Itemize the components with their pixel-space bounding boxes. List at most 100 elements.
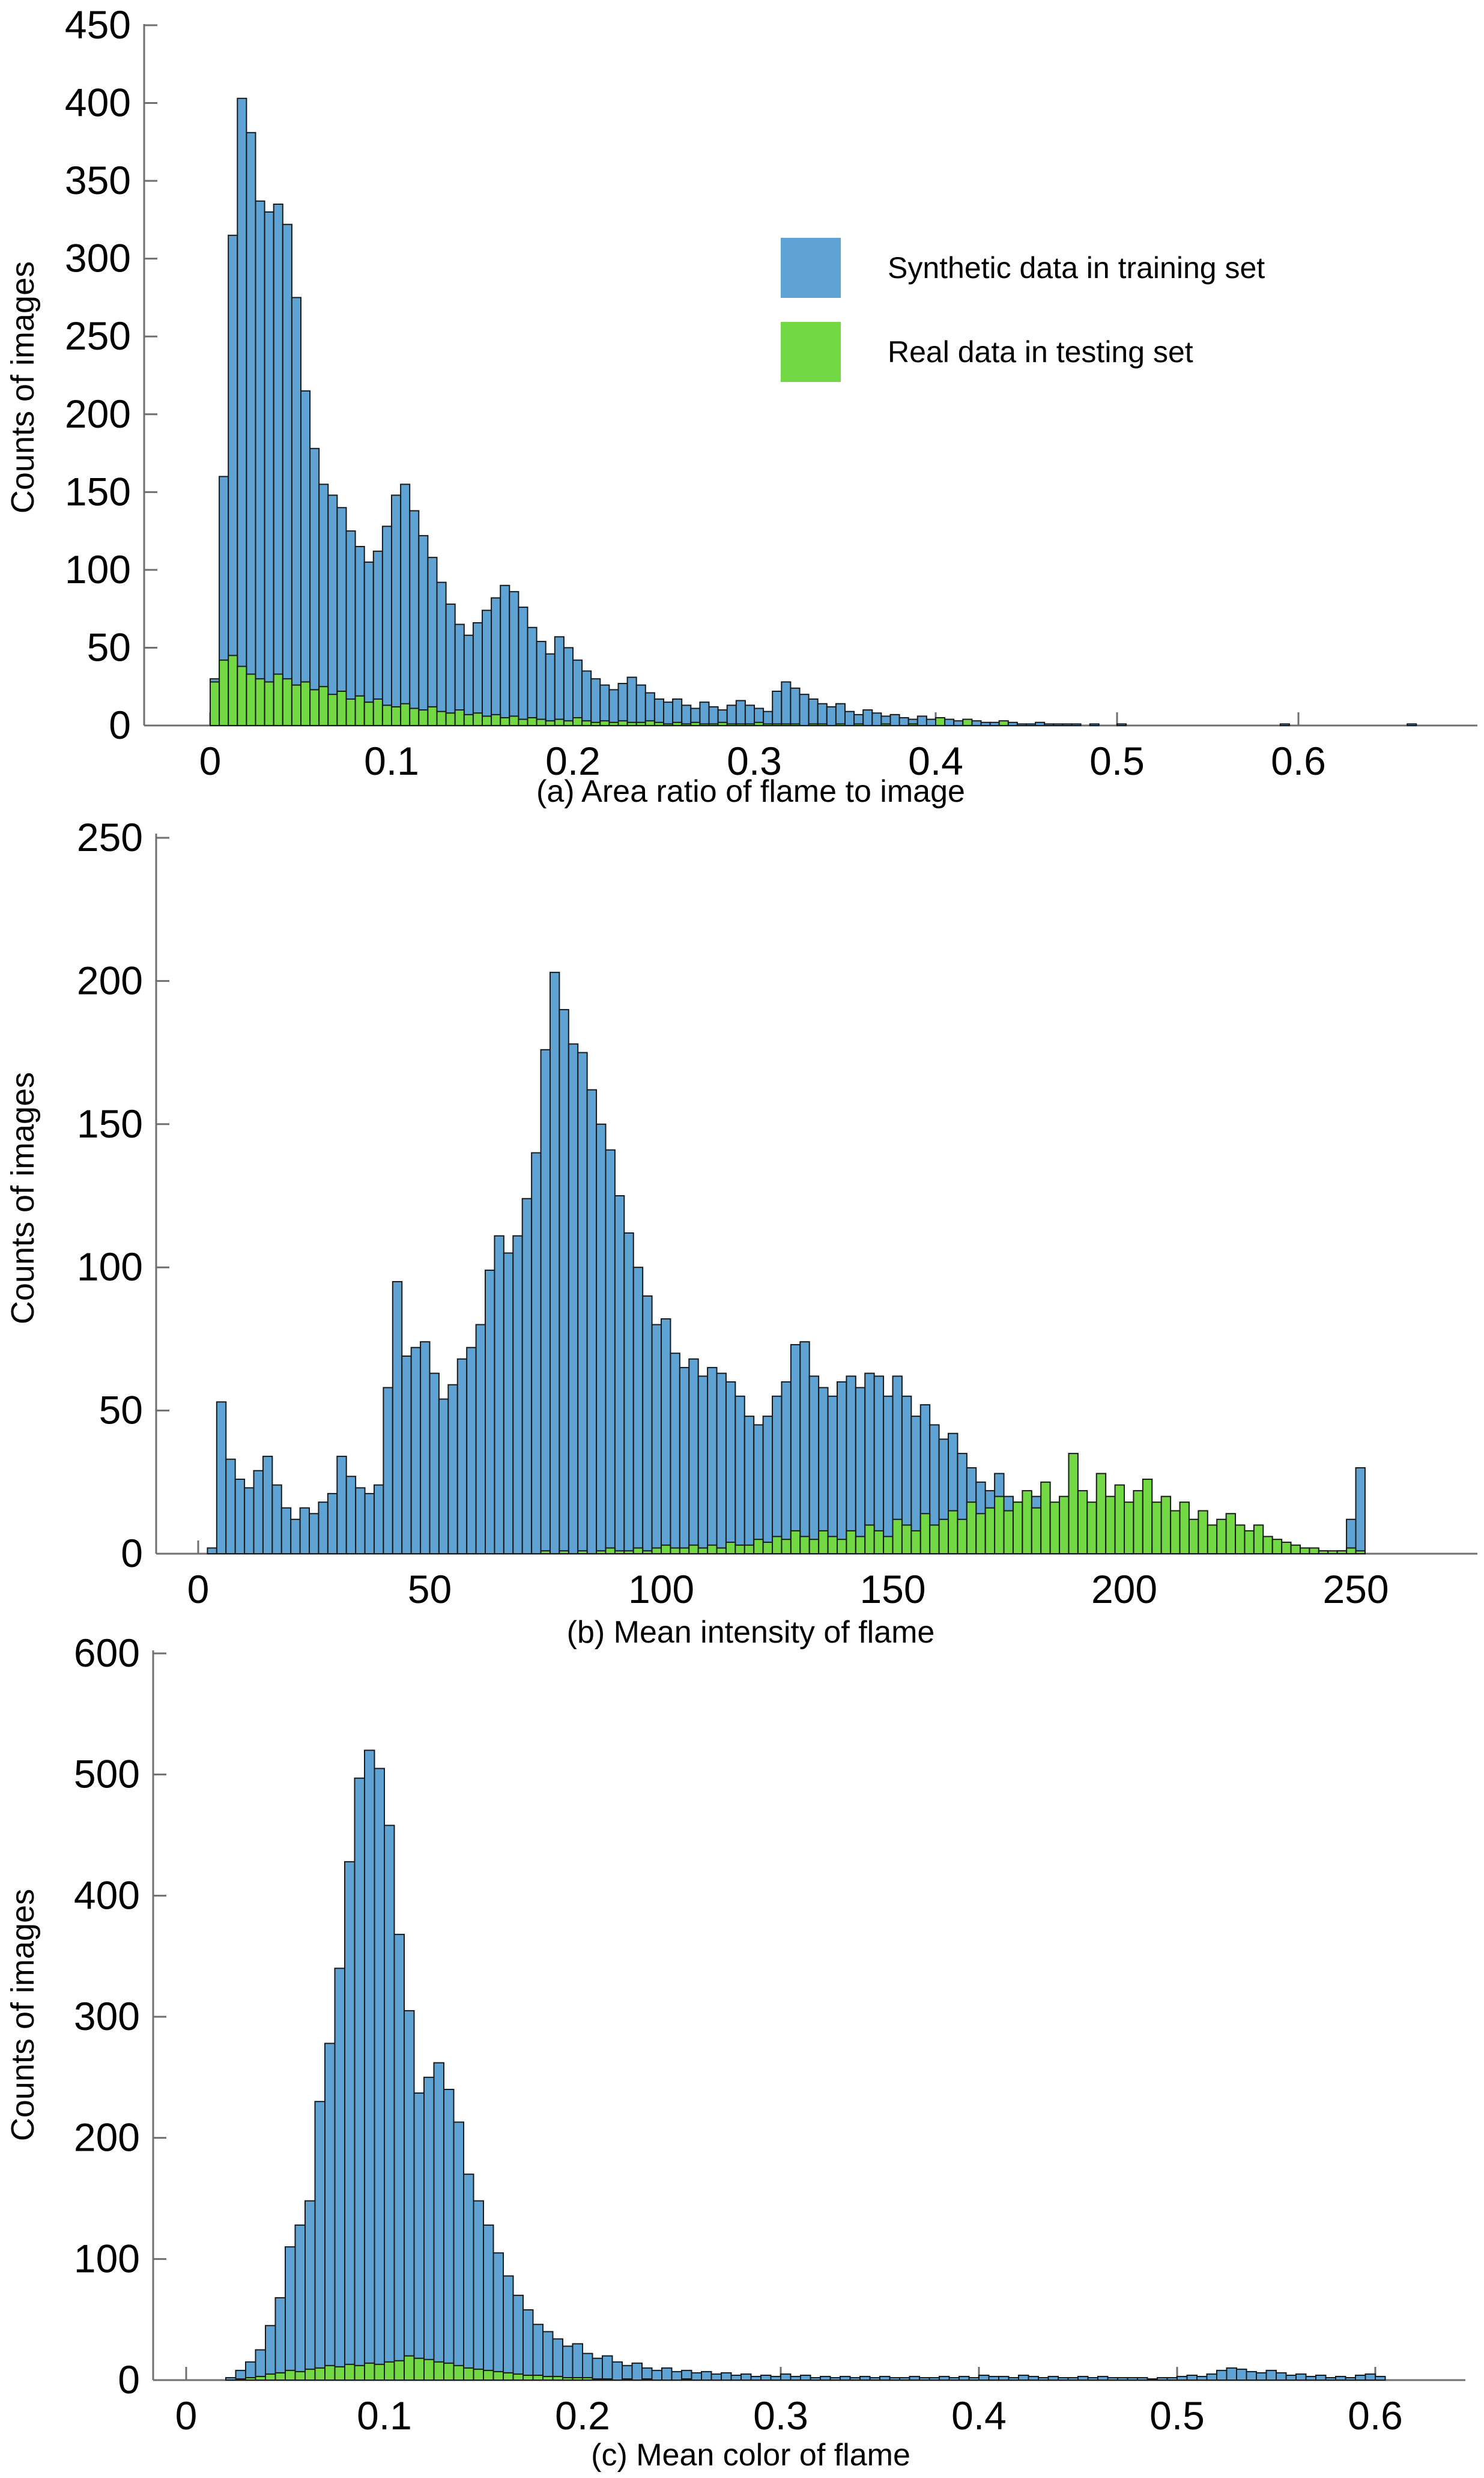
histogram-bar <box>1095 1473 1107 1555</box>
histogram-bar <box>957 1518 968 1554</box>
histogram-bar <box>527 717 538 726</box>
histogram-bar <box>274 2372 286 2381</box>
histogram-bar <box>925 718 937 726</box>
histogram-bar <box>590 721 601 726</box>
histogram-bar <box>799 694 810 726</box>
histogram-bar <box>753 1539 764 1554</box>
histogram-bar <box>608 721 619 726</box>
histogram-bar <box>373 1484 384 1555</box>
histogram-bar <box>536 641 547 726</box>
histogram-bar <box>707 1367 718 1555</box>
histogram-bar <box>485 1269 495 1555</box>
histogram-bar <box>817 723 828 727</box>
histogram-bar <box>1246 2370 1257 2381</box>
legend-item-real: Real data in testing set <box>781 322 1265 382</box>
histogram-bar <box>901 1524 912 1555</box>
histogram-bar <box>1345 2377 1356 2381</box>
histogram-bar <box>781 723 792 727</box>
histogram-bar <box>599 684 610 726</box>
histogram-bar <box>255 678 265 727</box>
histogram-bar <box>300 681 311 726</box>
histogram-bar <box>688 1358 699 1554</box>
histogram-bar <box>651 2369 662 2381</box>
histogram-bar <box>642 1295 653 1554</box>
histogram-bar <box>363 701 374 726</box>
histogram-bar <box>318 686 329 726</box>
histogram-bar <box>1375 2375 1386 2381</box>
histogram-bar <box>889 2377 900 2381</box>
histogram-bar <box>345 698 356 727</box>
histogram-bar <box>772 690 783 727</box>
histogram-bar <box>753 1424 764 1554</box>
panel-b-bars-real <box>540 1453 1366 1555</box>
histogram-bar <box>959 2375 970 2381</box>
histogram-bar <box>808 1539 820 1554</box>
histogram-bar <box>799 1341 810 1554</box>
panel-a-bars-real <box>210 655 1009 727</box>
histogram-bar <box>626 721 637 726</box>
histogram-bar <box>255 2375 266 2381</box>
histogram-bar <box>463 2367 474 2381</box>
histogram-bar <box>285 2246 296 2381</box>
histogram-bar <box>586 1089 598 1554</box>
histogram-bar <box>1253 1524 1264 1555</box>
histogram-bar <box>762 1416 774 1554</box>
x-tick-label: 100 <box>628 1567 694 1611</box>
histogram-bar <box>410 1347 422 1555</box>
histogram-bar <box>1179 1501 1190 1555</box>
histogram-bar <box>699 723 710 727</box>
legend-label-synthetic: Synthetic data in training set <box>888 251 1265 285</box>
histogram-bar <box>1008 2377 1019 2381</box>
histogram-bar <box>988 2375 999 2381</box>
histogram-bar <box>1295 2373 1307 2381</box>
histogram-bar <box>1040 1481 1051 1555</box>
histogram-bar <box>829 2377 841 2381</box>
histogram-bar <box>1177 2375 1188 2381</box>
histogram-bar <box>581 670 592 727</box>
histogram-bar <box>572 2377 583 2381</box>
histogram-bar <box>1315 2374 1327 2381</box>
histogram-bar <box>1285 2374 1297 2381</box>
histogram-bar <box>1355 1467 1366 1554</box>
histogram-bar <box>364 2362 375 2381</box>
histogram-bar <box>522 2309 534 2381</box>
histogram-bar <box>314 2367 326 2381</box>
histogram-bar <box>383 1387 393 1555</box>
histogram-bar <box>454 709 465 726</box>
histogram-bar <box>744 1544 755 1555</box>
histogram-bar <box>1018 2374 1029 2381</box>
histogram-bar <box>445 712 456 727</box>
histogram-bar <box>572 659 583 727</box>
histogram-bar <box>463 713 474 726</box>
histogram-bar <box>1047 2375 1059 2381</box>
histogram-bar <box>374 1768 385 2381</box>
histogram-bar <box>1016 723 1028 727</box>
histogram-bar <box>827 1395 838 1554</box>
histogram-bar <box>413 2092 425 2381</box>
caption-panel-b: (b) Mean intensity of flame <box>566 1615 935 1650</box>
histogram-bar <box>1059 1495 1070 1554</box>
histogram-bar <box>971 720 982 727</box>
histogram-bar <box>436 581 447 727</box>
histogram-bar <box>294 2224 306 2381</box>
y-tick-label: 450 <box>65 2 131 47</box>
x-tick-label: 0 <box>175 2393 198 2438</box>
histogram-bar <box>273 673 283 726</box>
y-tick-label: 100 <box>74 2236 140 2280</box>
histogram-bar <box>1265 2369 1277 2381</box>
histogram-bar <box>853 723 864 727</box>
histogram-bar <box>994 1495 1005 1554</box>
histogram-bar <box>835 723 846 727</box>
panel-b-bars-synthetic <box>207 972 1366 1555</box>
histogram-bar <box>671 2370 682 2381</box>
histogram-bar <box>344 2363 356 2381</box>
histogram-bar <box>978 2374 990 2381</box>
histogram-bar <box>596 1550 607 1554</box>
histogram-bar <box>572 2343 583 2381</box>
histogram-bar <box>453 2121 464 2381</box>
histogram-bar <box>309 1513 320 1555</box>
histogram-bar <box>512 2294 524 2381</box>
histogram-bar <box>1206 2373 1217 2381</box>
x-tick-label: 0 <box>199 739 222 783</box>
histogram-bar <box>472 622 483 727</box>
